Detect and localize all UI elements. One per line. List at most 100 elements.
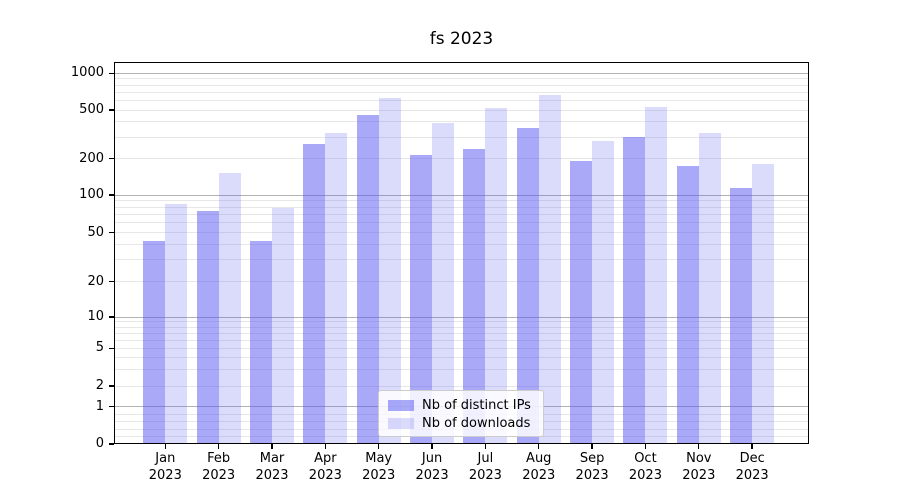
y-tick — [109, 109, 114, 111]
bar-distinct-ips-mar — [250, 240, 272, 444]
gridline-major — [115, 316, 808, 318]
legend-swatch-distinct-ips — [388, 399, 414, 411]
y-tick-label: 50 — [87, 224, 104, 240]
bar-distinct-ips-oct — [623, 137, 646, 444]
x-tick-label: Dec 2023 — [735, 451, 769, 483]
bar-downloads-mar — [272, 208, 294, 444]
x-tick-label: Oct 2023 — [628, 451, 662, 483]
x-tick-label: Mar 2023 — [255, 451, 289, 483]
x-tick — [217, 444, 220, 449]
x-tick — [751, 444, 753, 449]
y-tick-label: 200 — [79, 150, 104, 166]
gridline-minor — [115, 356, 808, 358]
y-tick — [109, 443, 114, 445]
y-tick — [109, 406, 114, 408]
gridline-minor — [115, 213, 808, 215]
legend-item-downloads: Nb of downloads — [379, 414, 543, 432]
y-tick — [109, 280, 114, 283]
y-tick-label: 5 — [95, 340, 104, 356]
x-tick — [378, 444, 380, 449]
legend: Nb of distinct IPs Nb of downloads — [378, 390, 544, 437]
bar-downloads-jan — [165, 204, 188, 444]
bar-distinct-ips-may — [356, 114, 379, 444]
bar-distinct-ips-jan — [143, 240, 166, 444]
y-tick — [109, 72, 114, 74]
bar-distinct-ips-sep — [570, 160, 593, 444]
bar-distinct-ips-aug — [516, 128, 539, 444]
x-tick-label: Feb 2023 — [202, 451, 236, 483]
gridline-minor — [115, 158, 808, 159]
gridline-major — [115, 194, 808, 196]
x-tick — [484, 444, 487, 449]
gridline-minor — [115, 222, 808, 224]
bar-downloads-apr — [325, 133, 348, 444]
x-tick-label: Nov 2023 — [682, 451, 716, 483]
gridline-minor — [115, 339, 808, 341]
gridline-minor — [115, 200, 808, 202]
bar-downloads-jul — [485, 107, 508, 444]
gridline-minor — [115, 99, 808, 101]
x-tick — [698, 444, 700, 449]
bar-distinct-ips-nov — [676, 165, 699, 444]
bar-downloads-oct — [645, 107, 668, 444]
gridline-minor — [115, 368, 808, 370]
legend-swatch-downloads — [388, 417, 414, 429]
bar-distinct-ips-feb — [196, 211, 219, 444]
x-tick-label: Jun 2023 — [415, 451, 449, 483]
gridline-minor — [115, 326, 808, 328]
legend-label-downloads: Nb of downloads — [422, 415, 531, 431]
legend-label-distinct-ips: Nb of distinct IPs — [422, 397, 531, 413]
gridline-minor — [115, 385, 808, 387]
x-tick-label: May 2023 — [362, 451, 396, 483]
gridline-minor — [115, 321, 808, 323]
gridline-minor — [115, 281, 808, 282]
y-tick-label: 100 — [79, 187, 104, 202]
x-tick-label: Aug 2023 — [522, 451, 556, 483]
y-tick-label: 20 — [87, 273, 104, 289]
y-tick — [109, 316, 114, 318]
gridline-major — [115, 72, 808, 74]
gridline-minor — [115, 243, 808, 245]
x-tick — [271, 444, 273, 449]
chart-title: fs 2023 — [429, 29, 494, 49]
x-tick — [591, 444, 593, 449]
y-tick — [109, 347, 114, 349]
gridline-minor — [115, 121, 808, 123]
gridline-minor — [115, 232, 808, 233]
bar-distinct-ips-dec — [730, 188, 753, 444]
gridline-minor — [115, 347, 808, 349]
y-tick — [109, 231, 114, 234]
x-tick — [431, 444, 433, 449]
bar-downloads-feb — [218, 172, 241, 444]
x-tick-label: Sep 2023 — [575, 451, 609, 483]
legend-item-distinct-ips: Nb of distinct IPs — [379, 396, 543, 414]
bar-distinct-ips-jun — [410, 154, 433, 444]
y-tick-label: 2 — [95, 378, 104, 393]
y-tick — [109, 194, 114, 196]
bar-downloads-dec — [752, 164, 775, 444]
bar-distinct-ips-jul — [463, 149, 486, 444]
y-tick-label: 0 — [95, 436, 104, 451]
gridline-minor — [115, 91, 808, 93]
y-tick-label: 500 — [79, 102, 104, 117]
y-tick — [109, 385, 114, 387]
x-tick — [644, 444, 647, 449]
gridline-minor — [115, 84, 808, 86]
y-tick-label: 10 — [87, 309, 104, 324]
bar-distinct-ips-apr — [303, 144, 326, 444]
gridline-minor — [115, 206, 808, 208]
bar-downloads-aug — [538, 95, 561, 444]
y-tick-label: 1 — [95, 398, 104, 414]
x-tick-label: Apr 2023 — [308, 451, 342, 483]
x-tick-label: Jul 2023 — [468, 451, 502, 483]
y-tick-label: 1000 — [70, 65, 104, 81]
bar-downloads-nov — [698, 133, 721, 444]
gridline-minor — [115, 109, 808, 111]
x-tick-label: Jan 2023 — [148, 451, 182, 483]
bar-downloads-sep — [592, 141, 615, 444]
gridline-minor — [115, 259, 808, 261]
gridline-minor — [115, 332, 808, 334]
bar-downloads-jun — [432, 122, 455, 444]
y-tick — [109, 157, 114, 160]
